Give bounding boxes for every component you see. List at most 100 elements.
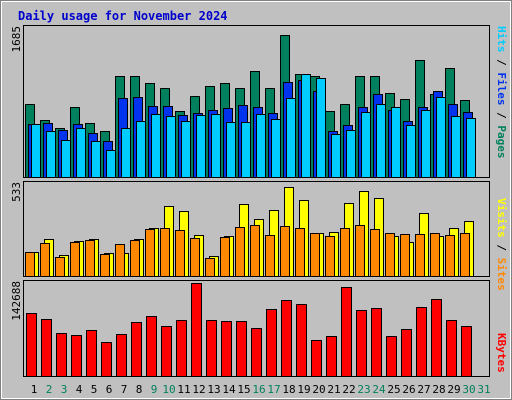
bar-kbytes-day-29 — [446, 320, 457, 377]
bar-hits-day-9 — [151, 114, 161, 178]
visitors-max-label: 533 — [10, 182, 23, 202]
kbytes-max-label: 142688 — [10, 281, 23, 321]
chart-bars — [25, 35, 476, 377]
bar-hits-day-2 — [46, 131, 56, 178]
bar-kbytes-day-16 — [251, 328, 262, 377]
bar-sites-day-21 — [325, 236, 335, 277]
legend-kbytes: KBytes — [495, 333, 508, 373]
legend-visits: Visits — [495, 198, 508, 238]
day-label-16: 16 — [252, 383, 265, 396]
day-label-25: 25 — [387, 383, 400, 396]
bar-kbytes-day-17 — [266, 309, 277, 377]
bar-sites-day-10 — [160, 228, 170, 277]
chart-title: Daily usage for November 2024 — [18, 9, 228, 23]
day-label-22: 22 — [342, 383, 355, 396]
bar-kbytes-day-8 — [131, 322, 142, 377]
legend-files: Files — [495, 72, 508, 105]
bar-hits-day-11 — [181, 121, 191, 178]
bar-sites-day-3 — [55, 257, 65, 277]
bar-hits-day-15 — [241, 122, 251, 178]
day-label-30: 30 — [462, 383, 475, 396]
bar-kbytes-day-7 — [116, 334, 127, 377]
bar-hits-day-28 — [436, 97, 446, 178]
day-label-31: 31 — [477, 383, 490, 396]
bar-kbytes-day-19 — [296, 304, 307, 377]
day-label-3: 3 — [61, 383, 68, 396]
bar-hits-day-16 — [256, 114, 266, 178]
bar-kbytes-day-22 — [341, 287, 352, 377]
bar-hits-day-13 — [211, 114, 221, 178]
bar-kbytes-day-2 — [41, 319, 52, 377]
day-label-1: 1 — [31, 383, 38, 396]
bar-hits-day-1 — [31, 124, 41, 178]
bar-hits-day-25 — [391, 107, 401, 178]
bar-hits-day-10 — [166, 116, 176, 178]
bar-hits-day-23 — [361, 112, 371, 178]
bar-kbytes-day-28 — [431, 299, 442, 377]
bar-sites-day-19 — [295, 228, 305, 277]
kbytes-series-legend: KBytes — [495, 333, 508, 373]
bar-sites-day-22 — [340, 228, 350, 277]
bar-kbytes-day-10 — [161, 326, 172, 377]
legend-hits: Hits — [495, 26, 508, 53]
day-label-29: 29 — [447, 383, 460, 396]
bar-sites-day-7 — [115, 244, 125, 277]
day-label-4: 4 — [76, 383, 83, 396]
day-label-19: 19 — [297, 383, 310, 396]
bar-hits-day-24 — [376, 104, 386, 178]
bar-sites-day-16 — [250, 225, 260, 277]
bar-sites-day-24 — [370, 229, 380, 277]
bar-kbytes-day-3 — [56, 333, 67, 377]
bar-kbytes-day-11 — [176, 320, 187, 377]
bar-sites-day-11 — [175, 230, 185, 277]
bar-sites-day-13 — [205, 258, 215, 277]
bar-hits-day-20 — [316, 78, 326, 178]
bar-sites-day-4 — [70, 242, 80, 277]
bar-hits-day-26 — [406, 125, 416, 178]
bar-kbytes-day-30 — [461, 326, 472, 377]
bar-kbytes-day-25 — [386, 336, 397, 377]
bar-kbytes-day-1 — [26, 313, 37, 377]
bar-sites-day-23 — [355, 225, 365, 277]
bar-sites-day-6 — [100, 254, 110, 277]
bar-kbytes-day-6 — [101, 342, 112, 377]
bar-kbytes-day-20 — [311, 340, 322, 377]
day-label-2: 2 — [46, 383, 53, 396]
bar-hits-day-12 — [196, 115, 206, 178]
bar-hits-day-22 — [346, 130, 356, 178]
bar-hits-day-19 — [301, 74, 311, 178]
day-label-12: 12 — [192, 383, 205, 396]
bar-sites-day-29 — [445, 235, 455, 277]
legend-sites: Sites — [495, 258, 508, 291]
bar-hits-day-7 — [121, 128, 131, 178]
bar-hits-day-29 — [451, 116, 461, 178]
bar-sites-day-8 — [130, 240, 140, 277]
day-label-8: 8 — [136, 383, 143, 396]
bar-kbytes-day-5 — [86, 330, 97, 377]
bar-kbytes-day-15 — [236, 321, 247, 377]
day-label-6: 6 — [106, 383, 113, 396]
bar-sites-day-25 — [385, 233, 395, 277]
day-label-24: 24 — [372, 383, 386, 396]
bar-kbytes-day-21 — [326, 336, 337, 377]
legend-pages: Pages — [495, 125, 508, 158]
bar-sites-day-1 — [25, 252, 35, 277]
day-label-28: 28 — [432, 383, 445, 396]
bar-sites-day-15 — [235, 227, 245, 277]
bar-hits-day-5 — [91, 141, 101, 178]
bar-kbytes-day-9 — [146, 316, 157, 377]
day-label-18: 18 — [282, 383, 295, 396]
legend-separator: / — [495, 53, 508, 73]
bar-hits-day-3 — [61, 140, 71, 178]
bar-kbytes-day-4 — [71, 335, 82, 377]
bar-kbytes-day-24 — [371, 308, 382, 377]
bar-hits-day-30 — [466, 118, 476, 178]
bar-kbytes-day-12 — [191, 283, 202, 377]
bar-hits-day-21 — [331, 134, 341, 178]
bar-sites-day-2 — [40, 243, 50, 277]
day-label-10: 10 — [162, 383, 175, 396]
bar-sites-day-5 — [85, 240, 95, 277]
bar-hits-day-6 — [106, 150, 116, 178]
day-label-27: 27 — [417, 383, 430, 396]
day-label-9: 9 — [151, 383, 158, 396]
